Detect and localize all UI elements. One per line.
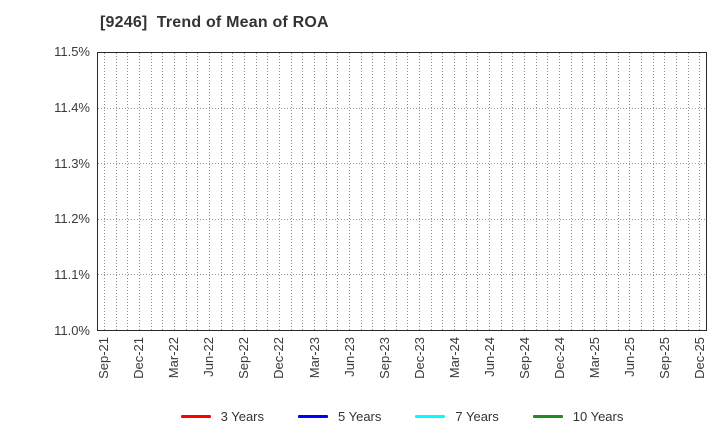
vertical-gridline xyxy=(220,53,222,330)
vertical-gridline xyxy=(535,53,537,330)
y-tick-label: 11.3% xyxy=(54,155,90,171)
legend-item: 7 Years xyxy=(415,408,499,424)
vertical-gridline xyxy=(278,53,280,330)
vertical-gridline xyxy=(208,53,210,330)
vertical-gridline xyxy=(185,53,187,330)
y-tick-label: 11.5% xyxy=(54,44,90,59)
vertical-gridline xyxy=(512,53,514,330)
vertical-gridline xyxy=(349,53,350,330)
horizontal-gridline xyxy=(98,218,706,220)
x-tick-label: Sep-22 xyxy=(236,337,252,379)
vertical-gridline xyxy=(594,53,596,330)
x-tick-label: Sep-24 xyxy=(516,337,532,379)
horizontal-gridline xyxy=(98,273,706,275)
vertical-gridline xyxy=(547,53,549,330)
vertical-gridline xyxy=(325,53,327,330)
vertical-gridline xyxy=(150,53,152,330)
vertical-gridline xyxy=(162,53,164,330)
x-tick-label: Jun-24 xyxy=(481,337,497,377)
legend-item: 10 Years xyxy=(532,408,624,424)
horizontal-gridline xyxy=(98,108,706,110)
x-tick-label: Jun-25 xyxy=(621,337,637,377)
legend-line-swatch xyxy=(532,414,563,418)
horizontal-gridline xyxy=(98,163,706,165)
legend-label: 3 Years xyxy=(220,408,264,424)
vertical-gridline xyxy=(384,53,385,330)
x-tick-label: Mar-25 xyxy=(586,337,602,379)
x-tick-label: Mar-22 xyxy=(166,337,182,379)
vertical-gridline xyxy=(605,53,607,330)
vertical-gridline xyxy=(197,53,199,330)
vertical-gridline xyxy=(430,53,432,330)
plot-area xyxy=(97,52,707,331)
x-tick-label: Dec-25 xyxy=(691,337,707,379)
vertical-gridline xyxy=(419,53,420,330)
vertical-gridline xyxy=(559,53,561,330)
vertical-gridline xyxy=(652,53,654,330)
vertical-gridline xyxy=(477,53,479,330)
x-tick-label: Dec-22 xyxy=(271,337,287,379)
vertical-gridline xyxy=(454,53,455,330)
legend: 3 Years 5 Years 7 Years 10 Years xyxy=(97,405,707,427)
vertical-gridline xyxy=(243,53,245,330)
vertical-gridline xyxy=(687,53,689,330)
x-tick-label: Dec-24 xyxy=(551,337,567,379)
y-tick-label: 11.2% xyxy=(54,211,90,227)
vertical-gridline xyxy=(302,53,304,330)
legend-label: 10 Years xyxy=(572,408,624,424)
vertical-gridline xyxy=(640,53,642,330)
x-tick-label: Mar-24 xyxy=(446,337,462,379)
legend-label: 7 Years xyxy=(455,408,499,424)
vertical-gridline xyxy=(290,53,292,330)
vertical-gridline xyxy=(582,53,584,330)
vertical-gridline xyxy=(232,53,234,330)
vertical-gridline xyxy=(570,53,572,330)
legend-line-swatch xyxy=(415,414,446,418)
legend-item: 5 Years xyxy=(298,409,381,424)
vertical-gridline xyxy=(489,53,490,330)
vertical-gridline xyxy=(524,53,526,330)
chart-title: [9246] Trend of Mean of ROA xyxy=(100,14,329,31)
y-tick-label: 11.1% xyxy=(54,267,90,283)
legend-label: 5 Years xyxy=(338,408,382,424)
x-tick-label: Jun-23 xyxy=(341,337,357,377)
x-tick-label: Jun-22 xyxy=(201,337,217,377)
vertical-gridline xyxy=(138,53,140,330)
vertical-gridline xyxy=(115,53,117,330)
y-tick-label: 11.0% xyxy=(54,323,90,338)
legend-line-swatch xyxy=(298,414,328,418)
legend-item: 3 Years xyxy=(180,408,264,424)
vertical-gridline xyxy=(255,53,257,330)
vertical-gridline xyxy=(407,53,409,330)
vertical-gridline xyxy=(675,53,677,330)
vertical-gridline xyxy=(699,53,701,330)
vertical-gridline xyxy=(465,53,467,330)
vertical-gridline xyxy=(173,53,175,330)
x-tick-label: Sep-25 xyxy=(656,337,672,379)
x-tick-label: Dec-21 xyxy=(131,337,147,379)
vertical-gridline xyxy=(127,53,129,330)
vertical-gridline xyxy=(664,53,666,330)
vertical-gridline xyxy=(629,53,631,330)
vertical-gridline xyxy=(372,53,374,330)
x-tick-label: Mar-23 xyxy=(306,337,322,379)
vertical-gridline xyxy=(314,53,315,330)
vertical-gridline xyxy=(360,53,362,330)
x-tick-label: Sep-21 xyxy=(96,337,112,379)
x-tick-label: Sep-23 xyxy=(376,337,392,379)
vertical-gridline xyxy=(617,53,619,330)
vertical-gridline xyxy=(267,53,269,330)
y-tick-label: 11.4% xyxy=(54,99,90,115)
x-tick-label: Dec-23 xyxy=(411,337,427,379)
legend-line-swatch xyxy=(180,414,211,418)
vertical-gridline xyxy=(500,53,502,330)
vertical-gridline xyxy=(337,53,339,330)
vertical-gridline xyxy=(395,53,397,330)
vertical-gridline xyxy=(103,53,105,330)
vertical-gridline xyxy=(442,53,444,330)
